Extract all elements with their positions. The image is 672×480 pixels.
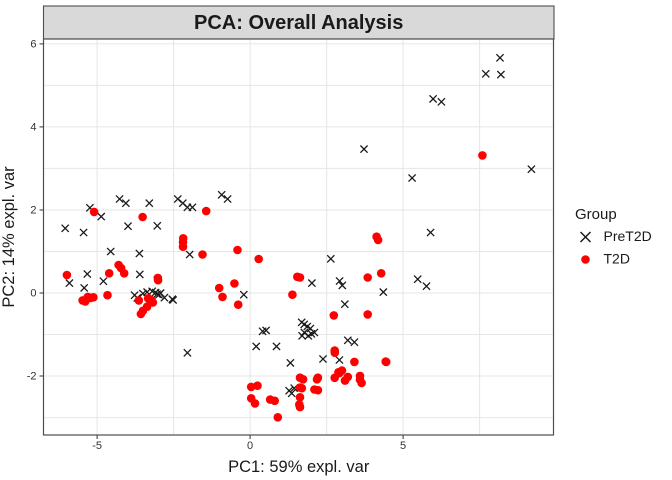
svg-text:PC1: 59% expl. var: PC1: 59% expl. var (228, 458, 370, 476)
svg-text:6: 6 (30, 39, 36, 51)
svg-text:5: 5 (400, 440, 406, 452)
svg-text:2: 2 (30, 205, 36, 217)
svg-text:4: 4 (30, 122, 36, 134)
svg-text:Group: Group (575, 206, 617, 223)
svg-text:-2: -2 (27, 371, 37, 383)
svg-text:T2D: T2D (604, 251, 630, 267)
svg-text:-5: -5 (92, 440, 102, 452)
svg-text:PCA: Overall Analysis: PCA: Overall Analysis (194, 12, 403, 34)
svg-text:PC2: 14% expl. var: PC2: 14% expl. var (0, 166, 18, 308)
svg-text:0: 0 (247, 440, 253, 452)
svg-text:PreT2D: PreT2D (604, 228, 652, 244)
svg-text:0: 0 (30, 288, 36, 300)
